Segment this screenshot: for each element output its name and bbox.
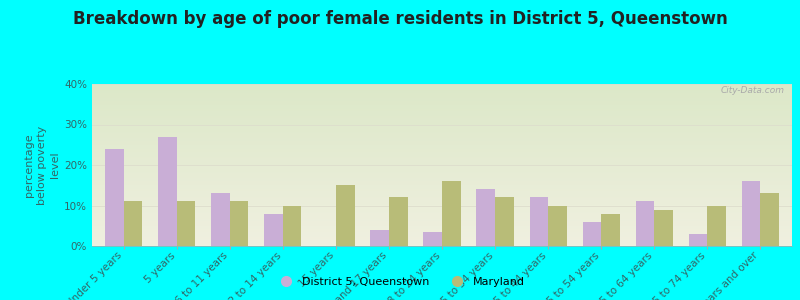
Bar	[442, 181, 461, 246]
Bar	[742, 181, 760, 246]
Bar	[177, 202, 195, 246]
Bar	[582, 222, 601, 246]
Bar	[124, 202, 142, 246]
Bar	[230, 202, 249, 246]
Bar	[283, 206, 302, 246]
Text: City-Data.com: City-Data.com	[721, 85, 785, 94]
Bar	[423, 232, 442, 246]
Bar	[548, 206, 566, 246]
Bar	[370, 230, 389, 246]
Bar	[601, 214, 620, 246]
Bar	[530, 197, 548, 246]
Text: Breakdown by age of poor female residents in District 5, Queenstown: Breakdown by age of poor female resident…	[73, 11, 727, 28]
Y-axis label: percentage
below poverty
level: percentage below poverty level	[23, 125, 60, 205]
Bar	[707, 206, 726, 246]
Bar	[760, 193, 778, 246]
Bar	[336, 185, 354, 246]
Bar	[389, 197, 407, 246]
Bar	[654, 209, 673, 246]
Bar	[158, 137, 177, 246]
Legend: District 5, Queenstown, Maryland: District 5, Queenstown, Maryland	[271, 273, 529, 291]
Bar	[106, 149, 124, 246]
Bar	[495, 197, 514, 246]
Bar	[211, 193, 230, 246]
Bar	[477, 189, 495, 246]
Bar	[689, 234, 707, 246]
Bar	[635, 202, 654, 246]
Bar	[264, 214, 283, 246]
